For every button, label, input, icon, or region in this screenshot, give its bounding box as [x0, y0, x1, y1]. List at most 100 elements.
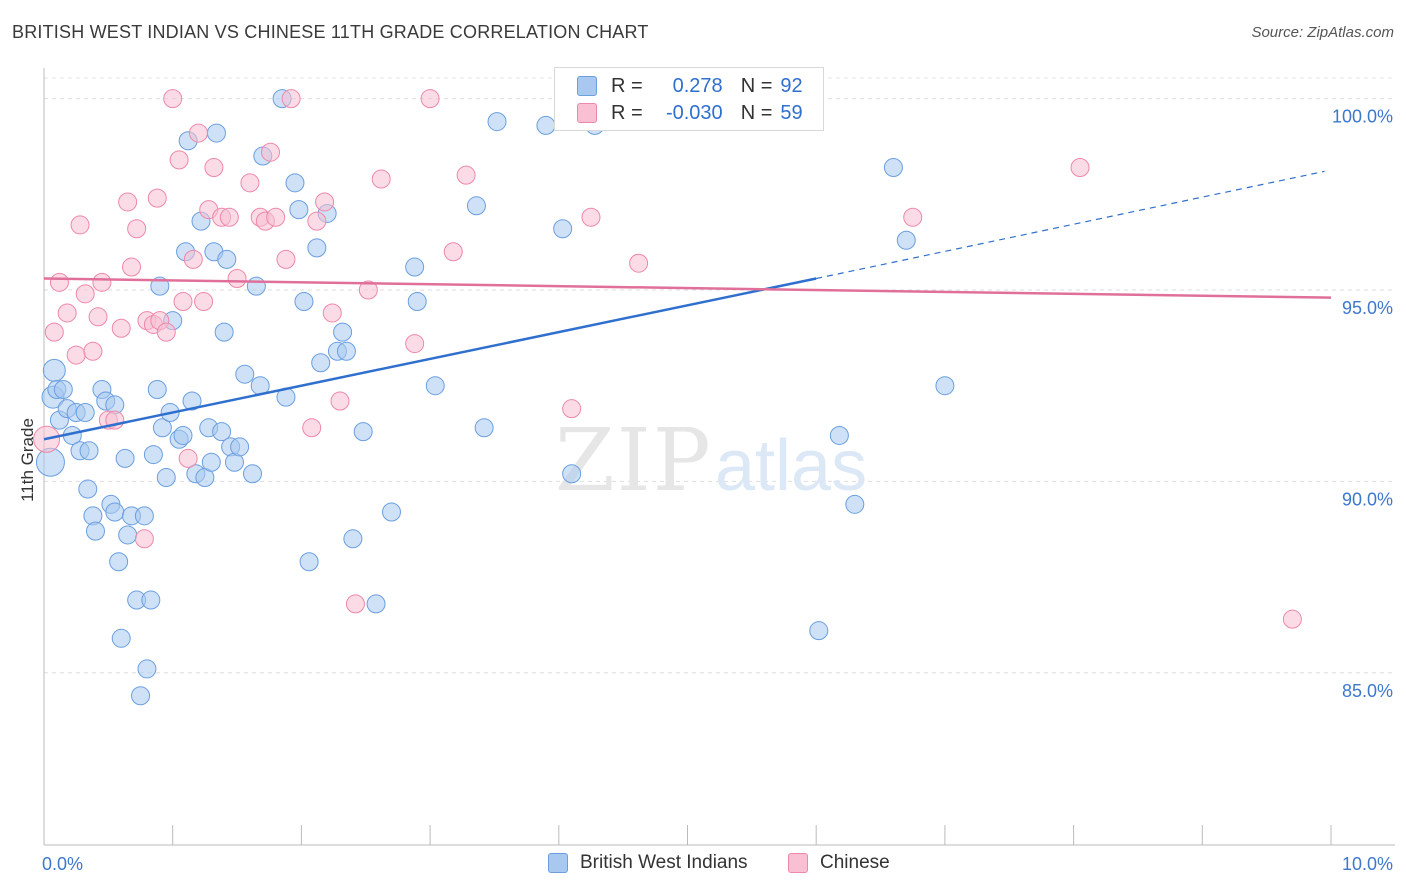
- data-point: [246, 276, 266, 296]
- data-point: [49, 272, 69, 292]
- data-point: [487, 112, 507, 132]
- data-point: [276, 249, 296, 269]
- data-point: [230, 437, 250, 457]
- data-point: [214, 322, 234, 342]
- data-point: [219, 207, 239, 227]
- n-label: N =: [740, 101, 773, 124]
- data-point: [466, 196, 486, 216]
- r-label: R =: [611, 74, 643, 97]
- data-point: [266, 207, 286, 227]
- data-point: [366, 594, 386, 614]
- legend-label-chinese: Chinese: [820, 852, 890, 873]
- data-point: [183, 249, 203, 269]
- data-point: [42, 358, 66, 382]
- data-point: [156, 468, 176, 488]
- swatch-british-west-indians: [577, 76, 597, 96]
- data-point: [336, 341, 356, 361]
- chart-title: BRITISH WEST INDIAN VS CHINESE 11TH GRAD…: [12, 22, 649, 42]
- data-point: [131, 686, 151, 706]
- data-point: [358, 280, 378, 300]
- source-label: Source: ZipAtlas.com: [1251, 24, 1394, 41]
- legend-item-british-west-indians[interactable]: British West Indians: [548, 852, 748, 874]
- data-point: [127, 219, 147, 239]
- data-point: [474, 418, 494, 438]
- data-point: [405, 334, 425, 354]
- data-point: [407, 291, 427, 311]
- y-tick-label: 95.0%: [1342, 298, 1393, 318]
- swatch-chinese: [577, 103, 597, 123]
- data-point: [122, 257, 142, 277]
- data-point: [111, 628, 131, 648]
- data-point: [345, 594, 365, 614]
- watermark-zip: ZIP: [555, 411, 713, 511]
- x-tick-label: 10.0%: [1342, 854, 1393, 874]
- data-point: [809, 621, 829, 641]
- trend-lines: [43, 170, 1332, 441]
- legend-swatch-british-west-indians: [548, 853, 568, 873]
- data-point: [883, 158, 903, 178]
- data-point: [562, 399, 582, 419]
- data-point: [92, 272, 112, 292]
- data-point: [217, 249, 237, 269]
- data-point: [343, 529, 363, 549]
- n-value: 59: [780, 101, 803, 124]
- data-point: [371, 169, 391, 189]
- data-point: [66, 345, 86, 365]
- data-point: [240, 173, 260, 193]
- data-point: [75, 284, 95, 304]
- y-tick-label: 85.0%: [1342, 681, 1393, 701]
- data-point: [333, 322, 353, 342]
- data-point: [44, 322, 64, 342]
- series-chinese: [33, 89, 1302, 629]
- legend-item-chinese[interactable]: Chinese: [788, 852, 890, 874]
- data-point: [1070, 158, 1090, 178]
- r-value: -0.030: [665, 101, 723, 124]
- data-point: [206, 123, 226, 143]
- data-point: [83, 341, 103, 361]
- data-point: [235, 364, 255, 384]
- y-tick-label: 100.0%: [1332, 107, 1393, 127]
- data-point: [405, 257, 425, 277]
- data-point: [456, 165, 476, 185]
- trend-line-extension-british-west-indians: [816, 170, 1325, 280]
- data-point: [57, 303, 77, 323]
- data-point: [294, 291, 314, 311]
- data-point: [118, 525, 138, 545]
- y-tick-label: 90.0%: [1342, 489, 1393, 509]
- data-point: [581, 207, 601, 227]
- data-point: [443, 242, 463, 262]
- data-point: [302, 418, 322, 438]
- data-point: [562, 464, 582, 484]
- data-point: [307, 211, 327, 231]
- legend-swatch-chinese: [788, 853, 808, 873]
- stats-legend: R = 0.278 N = 92 R = -0.030 N = 59: [554, 67, 824, 131]
- data-point: [381, 502, 401, 522]
- data-point: [147, 380, 167, 400]
- r-value: 0.278: [672, 74, 723, 97]
- data-point: [896, 230, 916, 250]
- data-point: [150, 276, 170, 296]
- data-point: [35, 447, 65, 477]
- data-point: [425, 376, 445, 396]
- data-point: [212, 422, 232, 442]
- x-tick-label: 0.0%: [42, 854, 83, 874]
- data-point: [137, 659, 157, 679]
- data-point: [353, 422, 373, 442]
- data-point: [188, 123, 208, 143]
- data-point: [311, 353, 331, 373]
- data-point: [85, 521, 105, 541]
- data-point: [322, 303, 342, 323]
- data-point: [147, 188, 167, 208]
- data-point: [182, 391, 202, 411]
- data-point: [152, 418, 172, 438]
- data-point: [299, 552, 319, 572]
- data-point: [227, 269, 247, 289]
- data-point: [281, 89, 301, 109]
- y-axis-label: 11th Grade: [18, 418, 37, 502]
- legend-label-british-west-indians: British West Indians: [580, 852, 748, 873]
- trend-line-british-west-indians: [43, 277, 817, 441]
- data-point: [173, 291, 193, 311]
- data-point: [1282, 609, 1302, 629]
- data-point: [553, 219, 573, 239]
